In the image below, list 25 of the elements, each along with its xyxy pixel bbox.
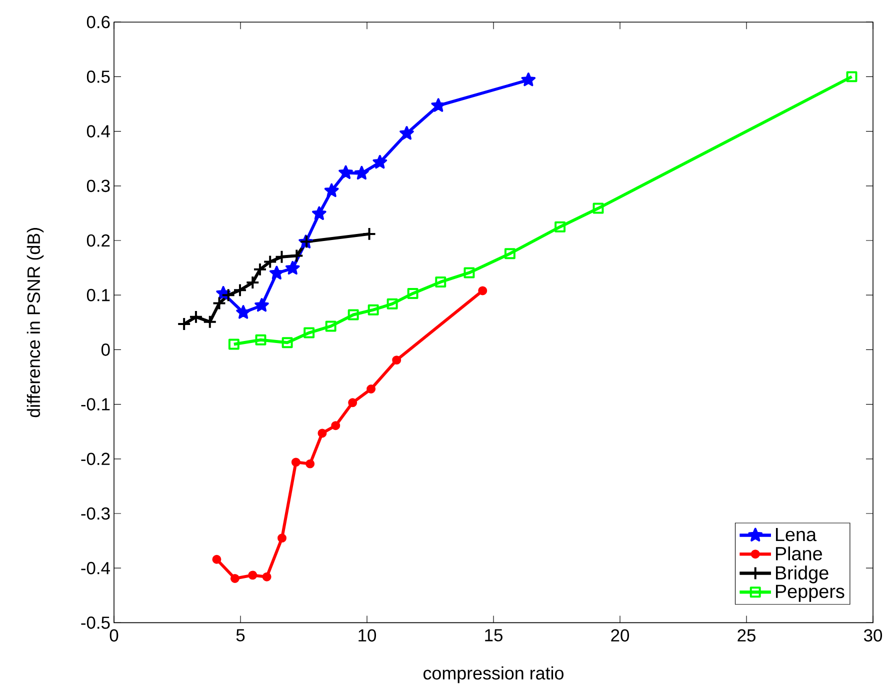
y-tick-label: 0.3 xyxy=(86,180,110,192)
legend-label: Peppers xyxy=(776,584,844,602)
y-axis-title: difference in PSNR (dB) xyxy=(26,228,44,418)
y-tick-label: 0.5 xyxy=(86,70,110,83)
y-tick-label: 0.4 xyxy=(86,125,110,138)
legend-label: Plane xyxy=(776,546,822,560)
x-tick-label: 20 xyxy=(611,629,630,642)
legend-label: Bridge xyxy=(776,566,828,584)
y-tick-label: -0.5 xyxy=(81,616,110,629)
y-tick-label: 0.2 xyxy=(86,234,110,247)
y-tick-label: 0.1 xyxy=(86,288,110,302)
y-tick-label: -0.3 xyxy=(81,507,110,520)
legend-label: Lena xyxy=(776,528,817,542)
y-tick-label: 0.6 xyxy=(86,16,110,28)
y-tick-label: 0 xyxy=(101,344,110,356)
y-tick-label: -0.2 xyxy=(81,452,110,466)
x-tick-label: 25 xyxy=(738,629,756,642)
x-tick-label: 10 xyxy=(358,629,376,642)
x-axis-title: compression ratio xyxy=(424,666,564,684)
y-tick-label: -0.4 xyxy=(81,562,110,574)
x-tick-label: 15 xyxy=(485,629,502,642)
y-tick-label: -0.1 xyxy=(81,398,110,410)
x-tick-label: 0 xyxy=(110,629,118,642)
x-tick-label: 5 xyxy=(236,629,245,642)
x-tick-label: 30 xyxy=(864,629,882,642)
